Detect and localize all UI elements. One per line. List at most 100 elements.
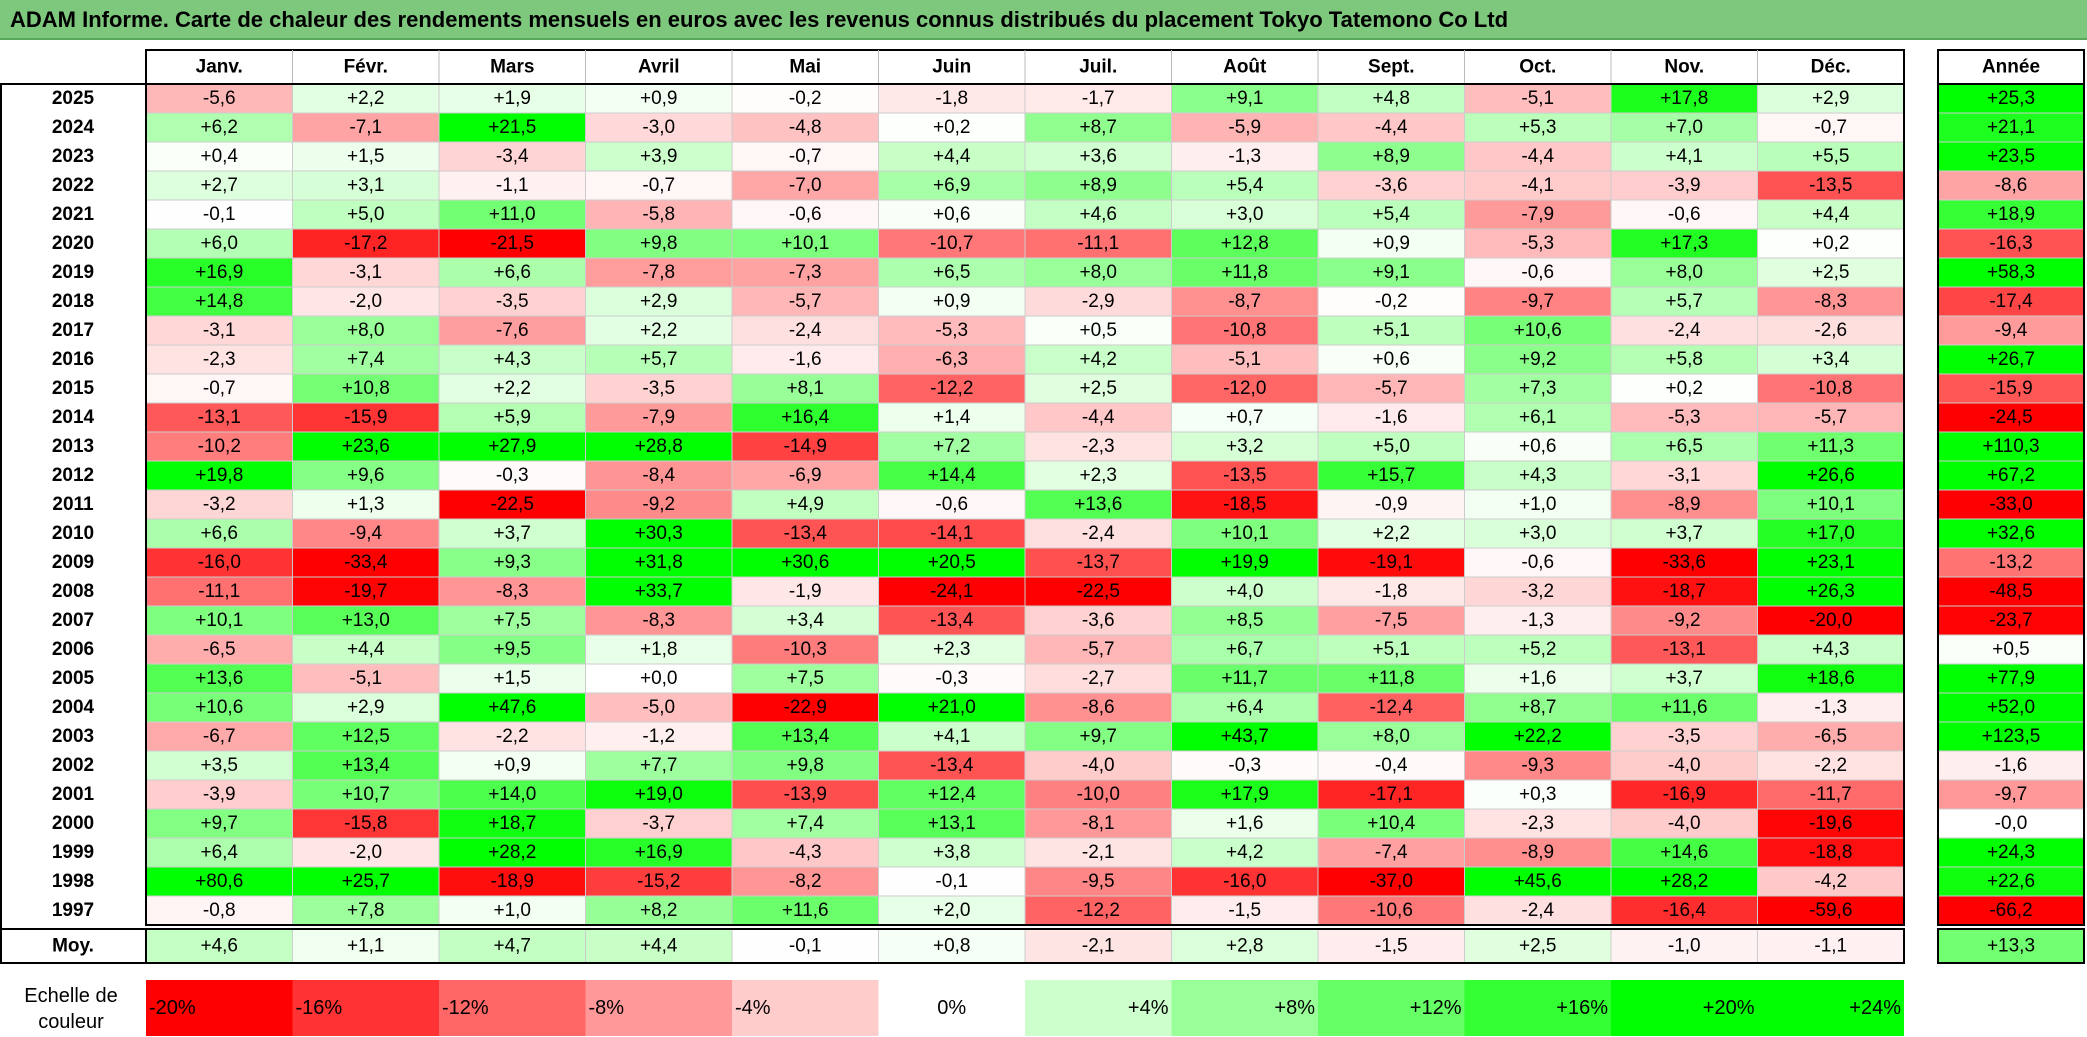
cell-value: -4,4	[1082, 407, 1115, 428]
cell-value: +10,4	[1367, 813, 1416, 834]
heatmap-cell	[1757, 257, 1905, 288]
heatmap-cell	[1610, 895, 1758, 926]
cell-value: +6,0	[200, 233, 238, 254]
cell-value: +2,5	[1079, 378, 1117, 399]
cell-value: -13,9	[784, 784, 827, 805]
heatmap-cell	[1610, 373, 1758, 404]
cell-value: +5,4	[1372, 204, 1410, 225]
heatmap-cell	[1171, 895, 1319, 926]
heatmap-cell	[1610, 721, 1758, 752]
cell-value: -2,0	[349, 291, 382, 312]
cell-value: +0,9	[1372, 233, 1410, 254]
cell-value: -15,9	[344, 407, 387, 428]
cell-value: -13,1	[1663, 639, 1706, 660]
cell-value: -5,7	[1814, 407, 1847, 428]
heatmap-cell	[878, 373, 1026, 404]
cell-value: -0,6	[935, 494, 968, 515]
cell-value: +4,3	[1519, 465, 1557, 486]
cell-value: +11,8	[1368, 668, 1415, 689]
cell-value: +1,5	[347, 146, 385, 167]
annual-value: -0,0	[1995, 813, 2028, 834]
month-header-2: Mars	[490, 57, 534, 78]
cell-value: -16,9	[1663, 784, 1706, 805]
cell-value: +28,2	[488, 842, 536, 863]
heatmap-cell	[1610, 170, 1758, 201]
average-value: -1,0	[1668, 936, 1701, 957]
cell-value: -1,1	[496, 175, 529, 196]
average-value: +2,8	[1226, 936, 1264, 957]
cell-value: -8,1	[1082, 813, 1115, 834]
cell-value: -5,3	[935, 320, 968, 341]
annual-value: -66,2	[1989, 900, 2032, 921]
heatmap-cell	[1317, 489, 1465, 520]
cell-value: +27,9	[488, 436, 536, 457]
cell-value: -13,4	[930, 610, 974, 631]
cell-value: +6,7	[1226, 639, 1264, 660]
heatmap-cell	[1317, 373, 1465, 404]
annual-value: -23,7	[1989, 610, 2032, 631]
cell-value: -9,3	[1521, 755, 1554, 776]
heatmap-cell	[1464, 895, 1612, 926]
cell-value: +3,2	[1226, 436, 1264, 457]
month-header-6: Juil.	[1079, 57, 1117, 78]
average-value: -1,1	[1814, 936, 1847, 957]
heatmap-cell	[1317, 170, 1465, 201]
year-label-2020: 2020	[52, 233, 94, 254]
cell-value: +4,0	[1226, 581, 1264, 602]
cell-value: +16,4	[781, 407, 830, 428]
cell-value: +0,6	[1372, 349, 1410, 370]
cell-value: -1,6	[1375, 407, 1408, 428]
year-label-2001: 2001	[52, 784, 95, 805]
cell-value: +47,6	[488, 697, 536, 718]
cell-value: +11,6	[1661, 697, 1708, 718]
year-label-2025: 2025	[52, 88, 95, 109]
cell-value: +9,6	[347, 465, 385, 486]
year-label-2002: 2002	[52, 755, 94, 776]
cell-value: +9,8	[786, 755, 824, 776]
cell-value: -5,7	[1082, 639, 1115, 660]
cell-value: +3,8	[933, 842, 971, 863]
heatmap-cell	[438, 344, 586, 375]
heatmap-cell	[1610, 779, 1758, 810]
color-scale-label-1: Echelle de	[24, 985, 117, 1007]
cell-value: +2,7	[200, 175, 238, 196]
cell-value: +11,7	[1221, 668, 1268, 689]
cell-value: +5,9	[493, 407, 531, 428]
cell-value: +5,0	[347, 204, 385, 225]
year-label-2022: 2022	[52, 175, 94, 196]
cell-value: +2,2	[1372, 523, 1410, 544]
heatmap-cell	[585, 808, 733, 839]
color-scale-swatch	[1171, 980, 1318, 1036]
heatmap-cell	[1757, 315, 1905, 346]
color-scale-label: +4%	[1128, 997, 1169, 1019]
cell-value: -4,0	[1668, 813, 1701, 834]
cell-value: +7,7	[640, 755, 678, 776]
annual-value: +24,3	[1987, 842, 2035, 863]
cell-value: -24,1	[930, 581, 973, 602]
cell-value: +7,4	[347, 349, 385, 370]
cell-value: -3,9	[1668, 175, 1701, 196]
heatmap-cell	[731, 228, 879, 259]
cell-value: -6,7	[203, 726, 236, 747]
cell-value: +8,0	[347, 320, 385, 341]
cell-value: +26,6	[1807, 465, 1855, 486]
cell-value: -4,4	[1375, 117, 1408, 138]
cell-value: -7,4	[1375, 842, 1408, 863]
heatmap-cell	[1317, 315, 1465, 346]
cell-value: +4,4	[347, 639, 385, 660]
cell-value: +7,4	[786, 813, 824, 834]
cell-value: -6,9	[789, 465, 822, 486]
heatmap-cell	[585, 460, 733, 491]
cell-value: +8,7	[1519, 697, 1557, 718]
annual-value: +77,9	[1987, 668, 2035, 689]
annual-cell	[1937, 808, 2085, 839]
heatmap-cell	[1464, 808, 1612, 839]
cell-value: +4,3	[493, 349, 531, 370]
cell-value: +3,1	[347, 175, 385, 196]
cell-value: -17,1	[1370, 784, 1413, 805]
cell-value: +9,8	[640, 233, 678, 254]
cell-value: +13,4	[342, 755, 391, 776]
heatmap-cell	[1464, 112, 1612, 143]
heatmap-cell	[1464, 518, 1612, 549]
year-label-2009: 2009	[52, 552, 94, 573]
